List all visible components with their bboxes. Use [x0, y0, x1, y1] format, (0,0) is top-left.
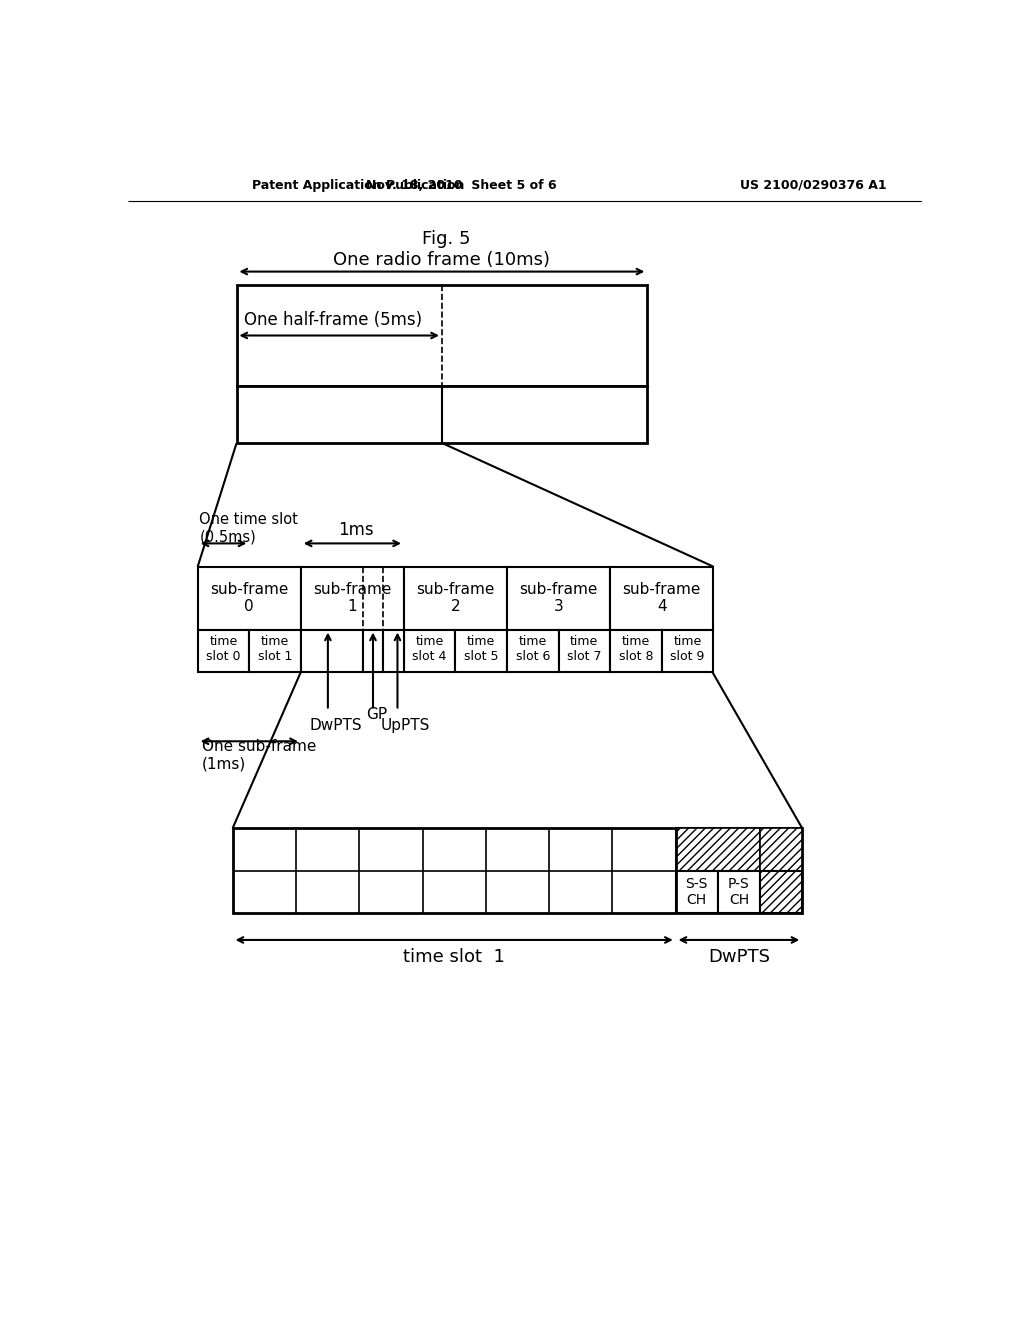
- Bar: [198, 630, 249, 672]
- Bar: [301, 630, 362, 672]
- Text: GP: GP: [367, 706, 387, 722]
- Text: sub-frame
4: sub-frame 4: [623, 582, 700, 614]
- Bar: [507, 566, 610, 630]
- Text: One time slot
(0.5ms): One time slot (0.5ms): [200, 512, 298, 544]
- Text: Fig. 5: Fig. 5: [422, 230, 470, 248]
- Text: sub-frame
3: sub-frame 3: [519, 582, 598, 614]
- Text: One radio frame (10ms): One radio frame (10ms): [334, 251, 550, 269]
- Text: UpPTS: UpPTS: [381, 718, 430, 734]
- Bar: [362, 630, 383, 672]
- Text: US 2100/0290376 A1: US 2100/0290376 A1: [740, 178, 887, 191]
- Text: P-S
CH: P-S CH: [728, 876, 750, 907]
- Bar: [232, 829, 802, 913]
- Text: Patent Application Publication: Patent Application Publication: [252, 178, 464, 191]
- Bar: [198, 566, 301, 630]
- Text: time
slot 6: time slot 6: [515, 635, 550, 663]
- Text: S-S
CH: S-S CH: [686, 876, 708, 907]
- Text: sub-frame
2: sub-frame 2: [416, 582, 495, 614]
- Bar: [760, 829, 802, 871]
- Text: Nov. 18, 2010  Sheet 5 of 6: Nov. 18, 2010 Sheet 5 of 6: [366, 178, 557, 191]
- Text: DwPTS: DwPTS: [309, 718, 361, 734]
- Text: time
slot 1: time slot 1: [258, 635, 292, 663]
- Bar: [383, 630, 403, 672]
- Bar: [558, 630, 610, 672]
- Text: time
slot 7: time slot 7: [567, 635, 601, 663]
- Text: sub-frame
1: sub-frame 1: [313, 582, 391, 614]
- Bar: [301, 566, 403, 630]
- Text: One half-frame (5ms): One half-frame (5ms): [245, 312, 422, 329]
- Bar: [676, 871, 718, 913]
- Bar: [662, 630, 713, 672]
- Bar: [456, 630, 507, 672]
- Text: sub-frame
0: sub-frame 0: [210, 582, 289, 614]
- Text: time
slot 4: time slot 4: [413, 635, 446, 663]
- Text: time
slot 5: time slot 5: [464, 635, 499, 663]
- Text: time
slot 9: time slot 9: [670, 635, 705, 663]
- Bar: [403, 630, 456, 672]
- Text: time
slot 0: time slot 0: [206, 635, 241, 663]
- Text: 1ms: 1ms: [338, 520, 374, 539]
- Text: DwPTS: DwPTS: [708, 948, 770, 966]
- Bar: [760, 871, 802, 913]
- Text: One sub-frame
(1ms): One sub-frame (1ms): [202, 739, 316, 771]
- Bar: [237, 285, 647, 385]
- Bar: [610, 630, 662, 672]
- Bar: [718, 871, 760, 913]
- Bar: [237, 385, 647, 444]
- Text: time
slot 8: time slot 8: [618, 635, 653, 663]
- Bar: [507, 630, 558, 672]
- Bar: [610, 566, 713, 630]
- Text: time slot  1: time slot 1: [403, 948, 505, 966]
- Bar: [676, 829, 760, 871]
- Bar: [403, 566, 507, 630]
- Bar: [249, 630, 301, 672]
